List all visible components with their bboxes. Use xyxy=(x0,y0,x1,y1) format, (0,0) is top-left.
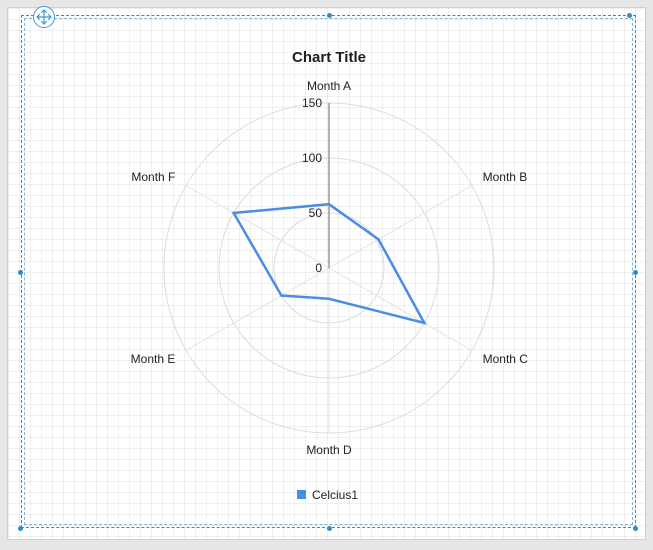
resize-handle-bottom-left[interactable] xyxy=(18,526,23,531)
category-label: Month C xyxy=(483,352,529,366)
legend-label: Celcius1 xyxy=(312,488,358,502)
data-point[interactable] xyxy=(327,203,331,206)
value-tick-label: 50 xyxy=(309,206,323,220)
category-label: Month D xyxy=(306,443,352,457)
category-label: Month E xyxy=(131,352,176,366)
legend-swatch xyxy=(297,490,306,499)
category-label: Month A xyxy=(307,79,351,93)
move-handle[interactable] xyxy=(33,6,55,28)
data-point[interactable] xyxy=(232,211,235,215)
resize-handle-top[interactable] xyxy=(327,13,332,18)
data-point[interactable] xyxy=(327,297,331,300)
category-label: Month B xyxy=(483,170,528,184)
value-tick-label: 0 xyxy=(315,261,322,275)
resize-handle-bottom[interactable] xyxy=(327,526,332,531)
resize-handle-right[interactable] xyxy=(633,270,638,275)
resize-handle-top-right[interactable] xyxy=(627,13,632,18)
designer-canvas xyxy=(8,8,645,539)
resize-handle-left[interactable] xyxy=(18,270,23,275)
category-labels: Month A Month B Month C Month D Month E Month… xyxy=(131,79,529,457)
grid-spoke xyxy=(328,267,473,351)
data-point[interactable] xyxy=(423,321,426,325)
resize-handle-bottom-right[interactable] xyxy=(633,526,638,531)
grid-spoke xyxy=(328,185,473,269)
chart-title[interactable]: Chart Title xyxy=(292,49,366,66)
grid-spoke xyxy=(185,185,330,269)
series-layer xyxy=(231,202,427,325)
category-label: Month F xyxy=(131,170,175,184)
value-tick-labels: 0 50 100 150 xyxy=(302,96,322,275)
grid-spoke xyxy=(185,267,330,351)
value-tick-label: 100 xyxy=(302,151,322,165)
data-point[interactable] xyxy=(280,294,283,297)
legend[interactable]: Celcius1 xyxy=(297,488,358,502)
value-tick-label: 150 xyxy=(302,96,322,110)
data-point[interactable] xyxy=(377,238,380,241)
move-arrows-icon xyxy=(36,9,52,25)
